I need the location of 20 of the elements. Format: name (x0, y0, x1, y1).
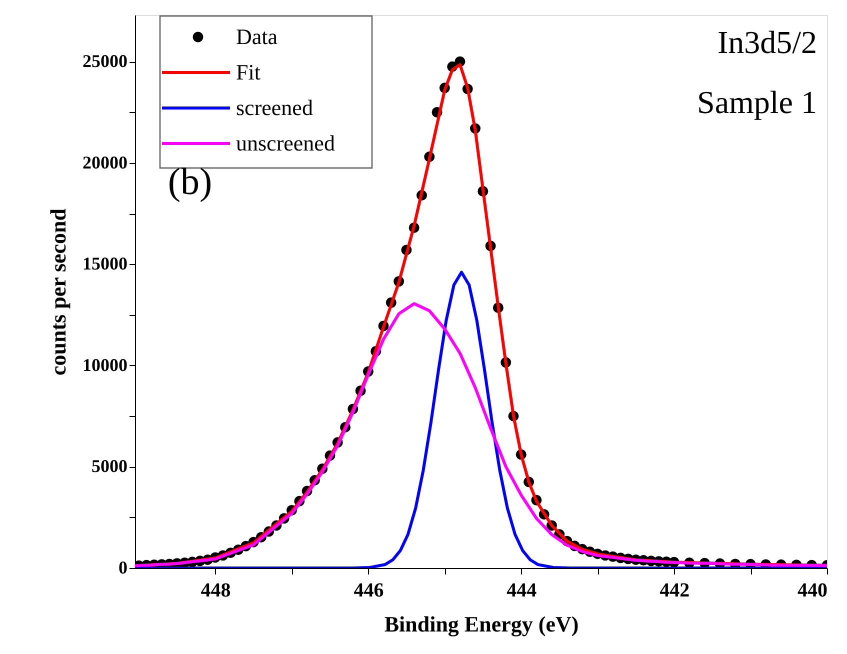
x-tick-label: 442 (660, 580, 690, 602)
y-tick-label: 0 (118, 558, 128, 578)
x-tick-label: 440 (798, 580, 828, 602)
annotation: (b) (168, 161, 212, 203)
x-axis-title: Binding Energy (eV) (384, 612, 579, 636)
annotation: Sample 1 (697, 84, 817, 120)
legend-label: Data (236, 24, 278, 49)
y-tick-label: 10000 (82, 354, 128, 375)
x-tick-label: 448 (200, 580, 231, 602)
y-tick-label: 20000 (82, 152, 128, 172)
y-tick-label: 25000 (82, 51, 128, 72)
y-tick-label: 15000 (82, 254, 128, 274)
y-axis-title: counts per second (46, 208, 70, 376)
legend-label: screened (236, 95, 313, 120)
x-tick-label: 446 (354, 580, 384, 602)
annotation: In3d5/2 (717, 24, 817, 60)
x-tick-label: 444 (506, 580, 537, 602)
legend-label: Fit (236, 60, 260, 84)
y-tick-label: 5000 (92, 456, 128, 476)
legend-label: unscreened (236, 130, 335, 156)
